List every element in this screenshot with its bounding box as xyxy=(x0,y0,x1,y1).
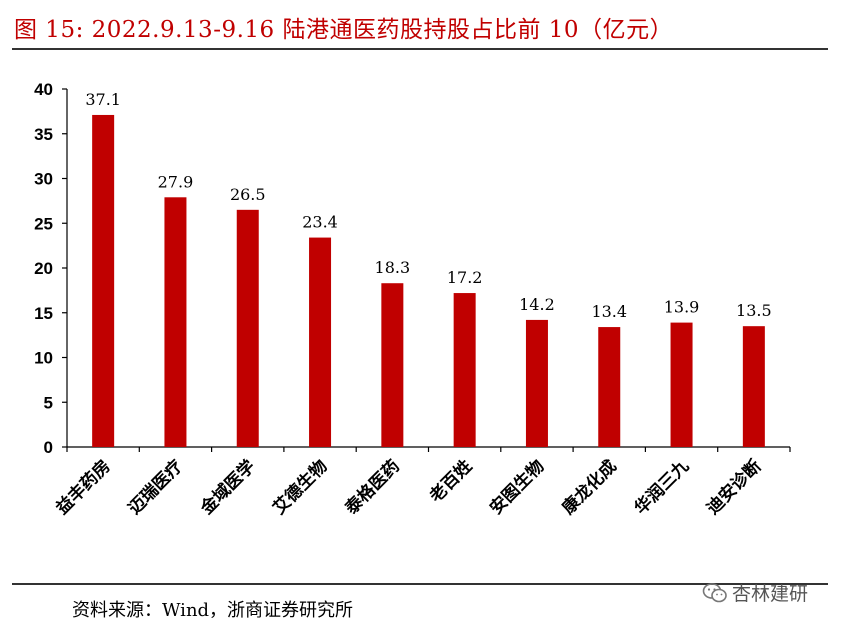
source-divider xyxy=(12,583,828,585)
watermark-text: 杏林建研 xyxy=(732,583,809,605)
data-label: 37.1 xyxy=(85,90,121,109)
bar xyxy=(381,283,404,447)
category-label: 华润三九 xyxy=(630,456,693,519)
watermark: 杏林建研 xyxy=(702,579,808,606)
bar-series xyxy=(92,114,765,447)
y-tick-label: 35 xyxy=(34,125,53,144)
bar xyxy=(742,326,765,447)
bar xyxy=(453,293,476,447)
category-label: 金域医学 xyxy=(196,456,260,520)
category-labels: 益丰药房 迈瑞医疗 金域医学 艾德生物 泰格医药 老百姓 安图生物 康龙化成 华润三九 迪安诊断 xyxy=(52,456,766,520)
data-label: 17.2 xyxy=(447,268,483,287)
data-label: 13.4 xyxy=(591,302,627,321)
data-label: 27.9 xyxy=(158,172,194,191)
wechat-icon xyxy=(702,582,727,602)
bar xyxy=(598,327,621,447)
data-label: 26.5 xyxy=(230,185,266,204)
y-tick-label: 25 xyxy=(34,214,53,233)
bar xyxy=(525,319,548,447)
y-tick-label: 40 xyxy=(34,80,53,99)
data-label: 18.3 xyxy=(375,258,411,277)
title-divider xyxy=(12,48,828,50)
y-tick-label: 5 xyxy=(44,393,53,412)
data-label: 13.9 xyxy=(664,298,700,317)
figure-title: 图 15: 2022.9.13-9.16 陆港通医药股持股占比前 10（亿元） xyxy=(14,17,674,43)
y-tick-label: 0 xyxy=(44,438,53,457)
x-axis xyxy=(66,446,791,452)
y-tick-label: 30 xyxy=(34,170,53,189)
data-labels: 37.1 27.9 26.5 23.4 18.3 17.2 14.2 13.4 13.9 13.5 xyxy=(85,90,771,321)
bar xyxy=(164,197,187,447)
bar xyxy=(92,114,115,447)
bar xyxy=(309,237,332,447)
category-label: 艾德生物 xyxy=(269,456,332,519)
source-note: 资料来源：Wind，浙商证券研究所 xyxy=(72,600,354,621)
y-axis: 0 5 10 15 20 25 30 35 40 xyxy=(34,80,68,457)
data-label: 14.2 xyxy=(519,295,555,314)
category-label: 迈瑞医疗 xyxy=(124,456,187,519)
category-label: 益丰药房 xyxy=(52,456,115,519)
category-label: 安图生物 xyxy=(486,456,549,519)
y-tick-label: 10 xyxy=(34,349,53,368)
category-label: 迪安诊断 xyxy=(702,456,765,519)
data-label: 23.4 xyxy=(302,213,338,232)
y-tick-label: 15 xyxy=(34,304,53,323)
category-label: 老百姓 xyxy=(425,456,477,508)
y-tick-label: 20 xyxy=(34,259,53,278)
data-label: 13.5 xyxy=(736,301,772,320)
bar-chart: 0 5 10 15 20 25 30 35 40 37.1 27.9 26.5 23.4 18.3 17.… xyxy=(34,80,791,520)
category-label: 康龙化成 xyxy=(558,456,621,519)
bar xyxy=(236,209,259,447)
bar xyxy=(670,322,693,447)
category-label: 泰格医药 xyxy=(341,456,404,519)
